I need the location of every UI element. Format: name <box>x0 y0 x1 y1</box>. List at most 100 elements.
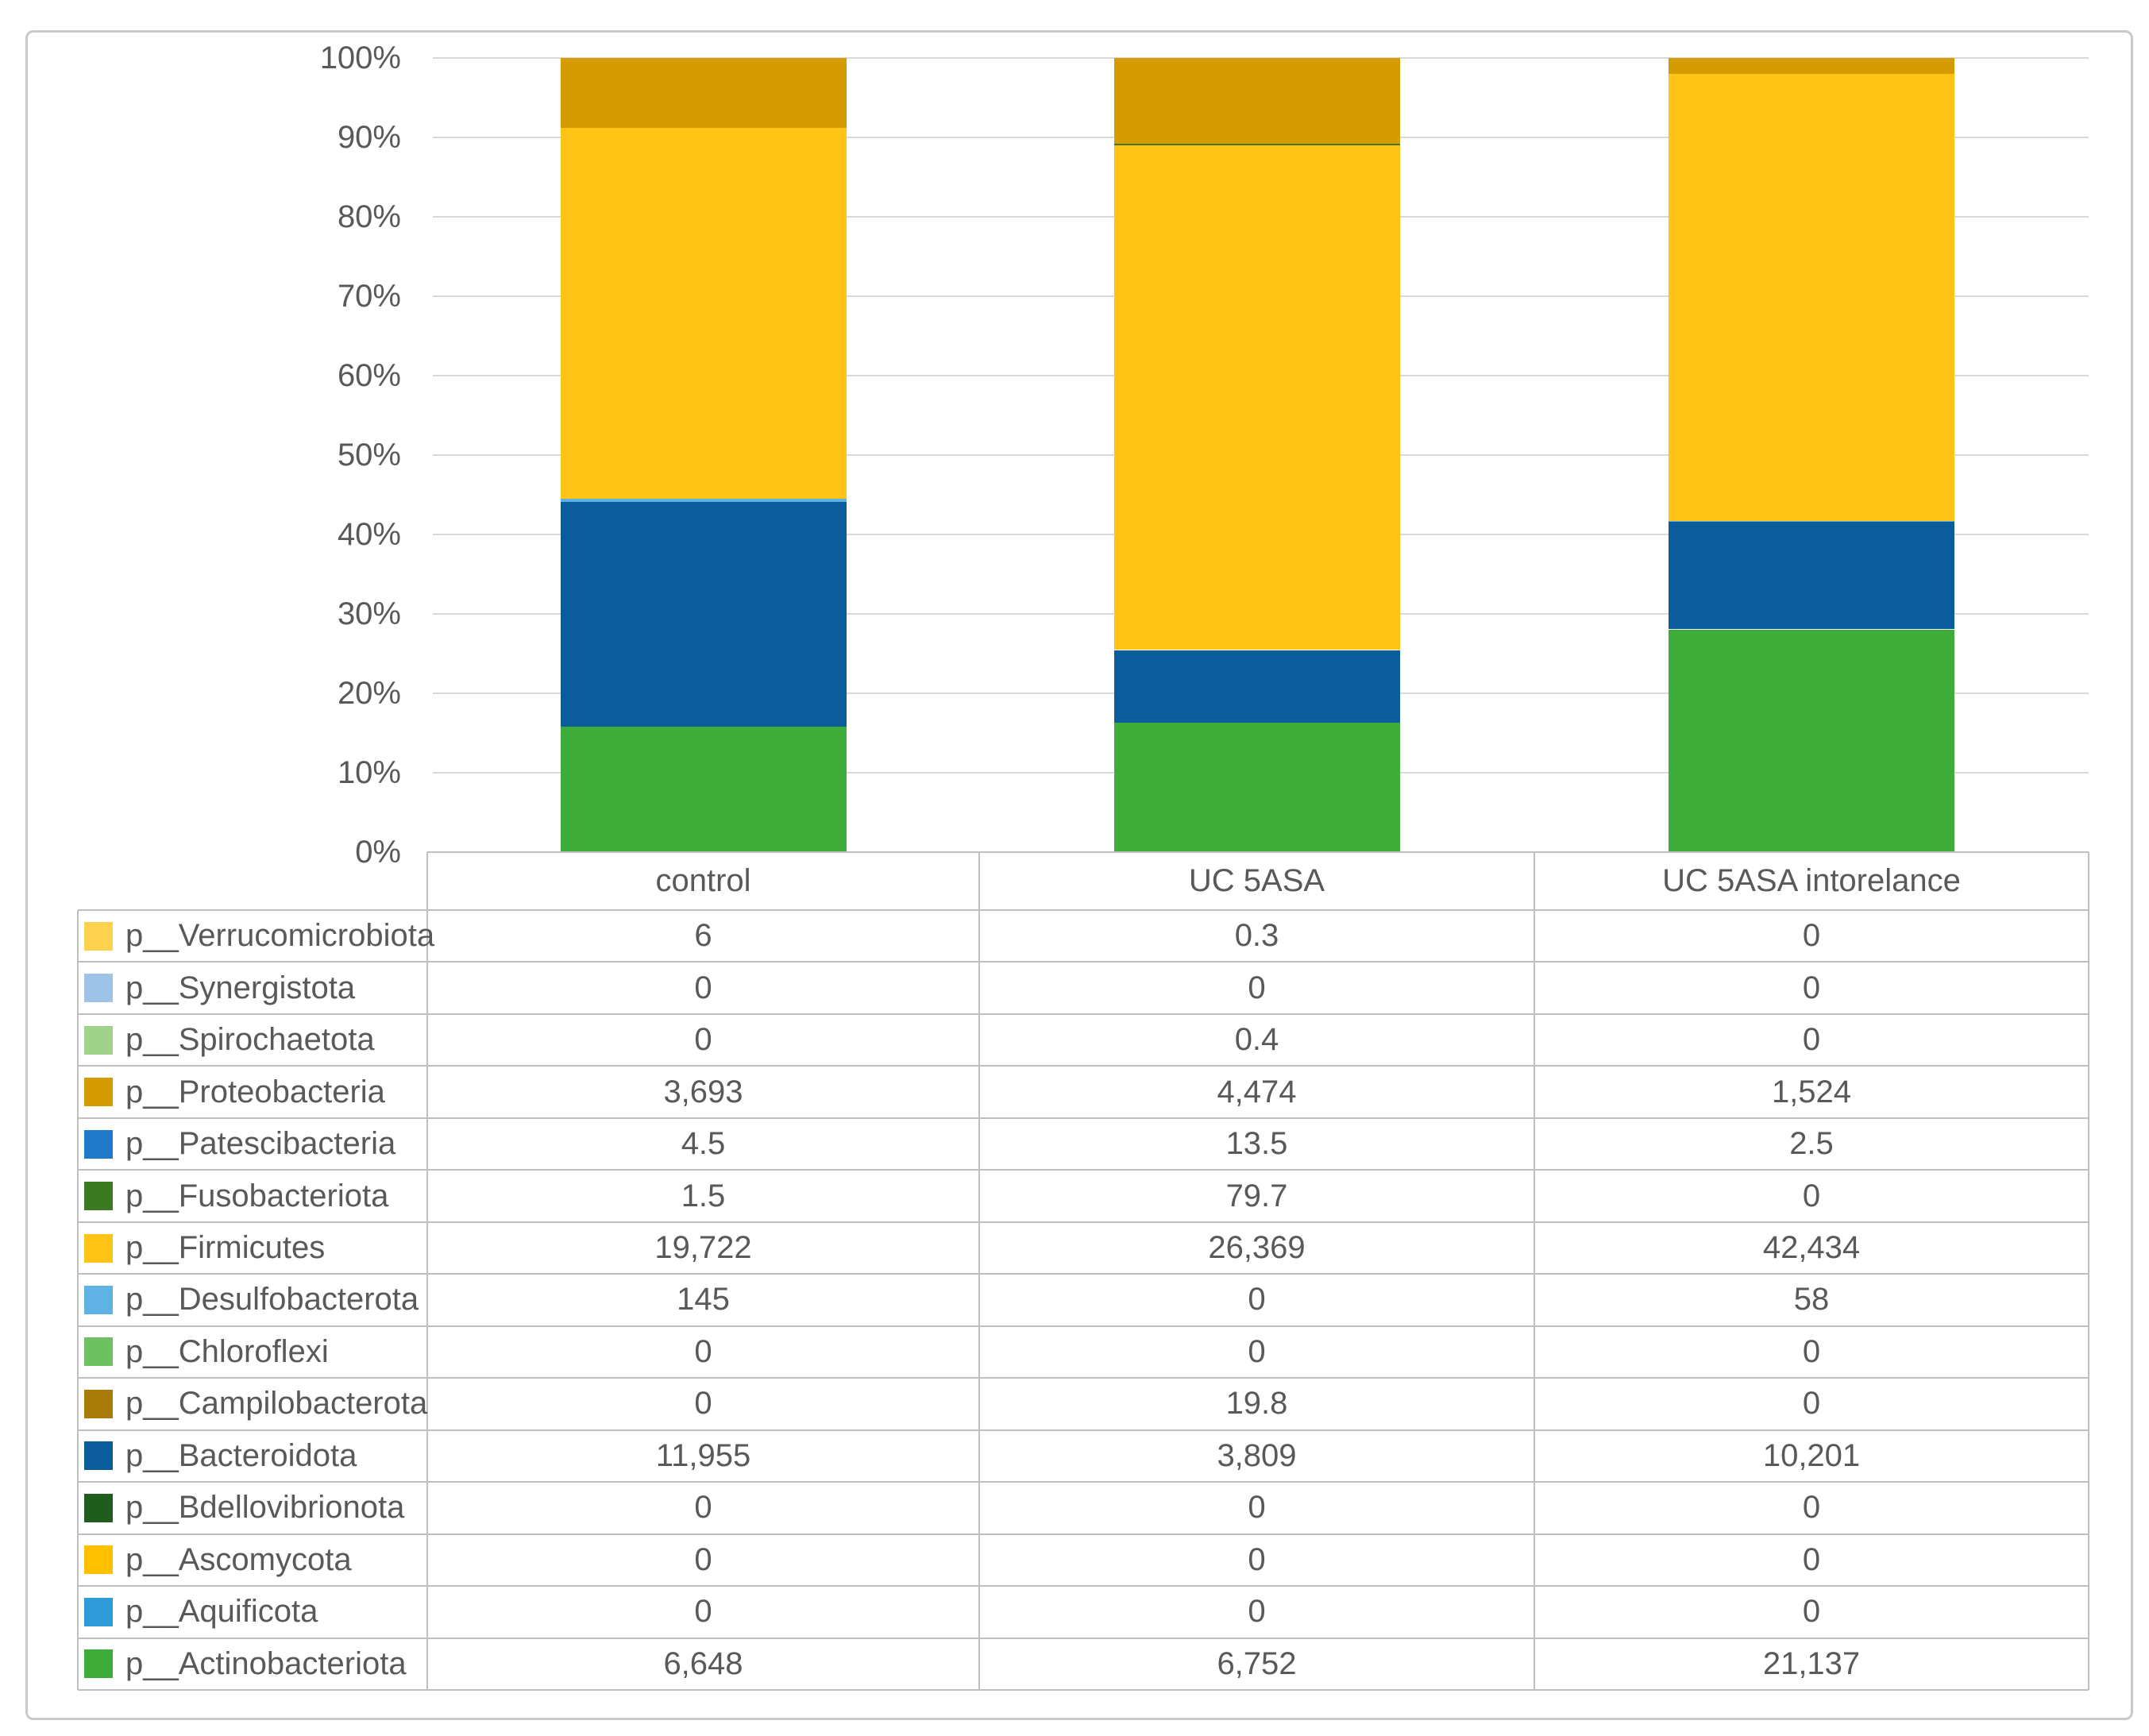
table-border-horizontal <box>78 1221 2089 1223</box>
table-cell-value: 0 <box>1802 970 1821 1005</box>
table-cell-value: 145 <box>677 1282 730 1317</box>
table-border-horizontal <box>78 961 2089 963</box>
bar-uc-5asa-segment-actinobacteriota <box>1113 723 1400 852</box>
legend-swatch-icon <box>84 1597 113 1626</box>
bar-control-segment-firmicutes <box>560 127 847 500</box>
bar-uc-5asa-segment-firmicutes <box>1113 145 1400 650</box>
table-cell-value: 0 <box>1802 918 1821 954</box>
table-cell-value: 4,474 <box>1217 1074 1297 1109</box>
y-axis-tick-label: 20% <box>337 676 401 711</box>
legend-row-label: p__Actinobacteriota <box>84 1638 421 1690</box>
table-cell-value: 1,524 <box>1771 1074 1852 1109</box>
y-axis-tick-label: 100% <box>319 41 401 75</box>
legend-swatch-icon <box>84 921 113 951</box>
legend-row-label: p__Bacteroidota <box>84 1430 421 1482</box>
y-axis-tick-label: 70% <box>337 279 401 314</box>
table-cell-value: 0 <box>1802 1022 1821 1058</box>
table-cell-value: 0 <box>1802 1386 1821 1422</box>
table-cell-value: 2.5 <box>1789 1126 1834 1162</box>
bar-uc-5asa-segment-bacteroidota <box>1113 650 1400 723</box>
bar-uc-5asa-intorelance-segment-actinobacteriota <box>1669 629 1954 852</box>
table-header-uc-5asa: UC 5ASA <box>1188 863 1325 898</box>
table-cell-value: 3,693 <box>663 1074 743 1109</box>
table-cell-value: 0 <box>1248 1282 1266 1317</box>
legend-row-label: p__Fusobacteriota <box>84 1170 421 1221</box>
series-name: p__Actinobacteriota <box>125 1645 407 1681</box>
legend-swatch-icon <box>84 974 113 1003</box>
y-axis-tick-label: 50% <box>337 438 401 473</box>
bar-uc-5asa-intorelance-segment-proteobacteria <box>1669 58 1954 75</box>
table-border-horizontal <box>78 1637 2089 1639</box>
table-cell-value: 0 <box>1802 1594 1821 1630</box>
table-border-vertical <box>426 852 428 1690</box>
table-border-horizontal <box>78 1065 2089 1067</box>
y-axis-tick-label: 80% <box>337 199 401 234</box>
table-border-horizontal <box>78 1533 2089 1535</box>
legend-row-label: p__Ascomycota <box>84 1534 421 1586</box>
series-name: p__Verrucomicrobiota <box>125 918 435 954</box>
table-header-control: control <box>655 863 751 898</box>
table-cell-value: 19,722 <box>654 1230 752 1266</box>
table-border-horizontal <box>78 1481 2089 1483</box>
series-name: p__Fusobacteriota <box>125 1178 389 1213</box>
legend-row-label: p__Campilobacterota <box>84 1378 427 1429</box>
table-border-horizontal <box>78 1169 2089 1171</box>
series-name: p__Firmicutes <box>125 1230 326 1266</box>
y-axis-tick-label: 90% <box>337 120 401 155</box>
table-border-horizontal <box>78 1689 2089 1691</box>
y-axis-tick-label: 30% <box>337 596 401 631</box>
table-header-uc-5asa-intorelance: UC 5ASA intorelance <box>1662 863 1961 898</box>
legend-swatch-icon <box>84 1233 113 1263</box>
legend-row-label: p__Synergistota <box>84 962 421 1013</box>
legend-row-label: p__Verrucomicrobiota <box>84 910 434 962</box>
table-cell-value: 6,752 <box>1217 1645 1297 1681</box>
table-border-vertical <box>2088 852 2089 1690</box>
table-cell-value: 0 <box>1802 1178 1821 1213</box>
table-cell-value: 0 <box>694 1594 712 1630</box>
series-name: p__Ascomycota <box>125 1541 352 1577</box>
table-cell-value: 0.4 <box>1234 1022 1279 1058</box>
table-cell-value: 13.5 <box>1225 1126 1288 1162</box>
table-cell-value: 4.5 <box>681 1126 726 1162</box>
legend-swatch-icon <box>84 1285 113 1314</box>
table-cell-value: 58 <box>1793 1282 1830 1317</box>
legend-row-label: p__Firmicutes <box>84 1222 421 1274</box>
legend-swatch-icon <box>84 1649 113 1679</box>
legend-swatch-icon <box>84 1493 113 1522</box>
table-cell-value: 19.8 <box>1225 1386 1288 1422</box>
gridline <box>433 57 2089 59</box>
legend-swatch-icon <box>84 1337 113 1367</box>
table-cell-value: 0 <box>1802 1333 1821 1369</box>
series-name: p__Bdellovibrionota <box>125 1490 405 1526</box>
table-cell-value: 0.3 <box>1234 918 1279 954</box>
table-cell-value: 21,137 <box>1762 1645 1861 1681</box>
bar-uc-5asa-intorelance-segment-bacteroidota <box>1669 522 1954 630</box>
table-cell-value: 0 <box>1248 970 1266 1005</box>
y-axis-tick-label: 40% <box>337 517 401 552</box>
legend-row-label: p__Patescibacteria <box>84 1118 421 1170</box>
legend-row-label: p__Bdellovibrionota <box>84 1482 421 1533</box>
table-border-vertical <box>1534 852 1535 1690</box>
legend-swatch-icon <box>84 1078 113 1107</box>
table-border-vertical <box>978 852 980 1690</box>
table-border-horizontal <box>78 1429 2089 1431</box>
legend-row-label: p__Spirochaetota <box>84 1014 421 1066</box>
y-axis-tick-label: 0% <box>355 835 401 870</box>
table-cell-value: 0 <box>694 1541 712 1577</box>
table-border-horizontal <box>78 1377 2089 1379</box>
table-cell-value: 6 <box>694 918 712 954</box>
bar-control-segment-actinobacteriota <box>560 727 847 852</box>
table-cell-value: 0 <box>1802 1541 1821 1577</box>
bar-control-segment-desulfobacterota <box>560 499 847 502</box>
y-axis-tick-label: 60% <box>337 358 401 393</box>
table-cell-value: 11,955 <box>655 1437 751 1473</box>
table-cell-value: 79.7 <box>1225 1178 1288 1213</box>
table-cell-value: 3,809 <box>1217 1437 1297 1473</box>
table-border-horizontal <box>78 1325 2089 1327</box>
legend-swatch-icon <box>84 1182 113 1211</box>
legend-swatch-icon <box>84 1129 113 1159</box>
bar-control-segment-proteobacteria <box>560 58 847 128</box>
table-cell-value: 0 <box>694 970 712 1005</box>
table-cell-value: 10,201 <box>1762 1437 1861 1473</box>
